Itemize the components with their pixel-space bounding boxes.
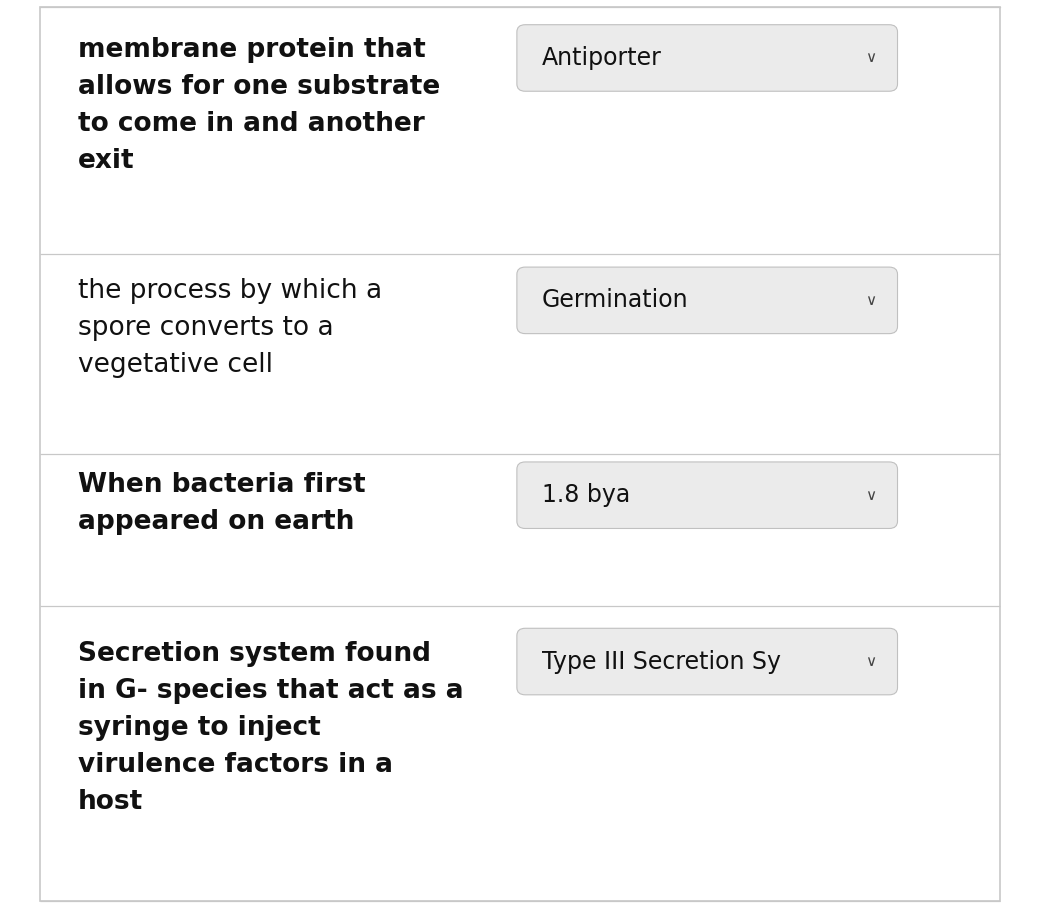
- Text: 1.8 bya: 1.8 bya: [542, 483, 630, 508]
- Text: When bacteria first
appeared on earth: When bacteria first appeared on earth: [78, 472, 366, 535]
- Text: Secretion system found
in G- species that act as a
syringe to inject
virulence f: Secretion system found in G- species tha…: [78, 641, 464, 815]
- Text: the process by which a
spore converts to a
vegetative cell: the process by which a spore converts to…: [78, 279, 382, 379]
- Text: ∨: ∨: [865, 51, 876, 65]
- FancyBboxPatch shape: [517, 628, 898, 695]
- Text: ∨: ∨: [865, 488, 876, 503]
- FancyBboxPatch shape: [517, 25, 898, 91]
- FancyBboxPatch shape: [517, 462, 898, 528]
- Text: Antiporter: Antiporter: [542, 46, 661, 70]
- Text: Type III Secretion Sy: Type III Secretion Sy: [542, 649, 781, 674]
- Text: Germination: Germination: [542, 289, 688, 312]
- FancyBboxPatch shape: [40, 7, 1000, 901]
- Text: membrane protein that
allows for one substrate
to come in and another
exit: membrane protein that allows for one sub…: [78, 37, 440, 174]
- FancyBboxPatch shape: [517, 267, 898, 333]
- Text: ∨: ∨: [865, 654, 876, 669]
- Text: ∨: ∨: [865, 293, 876, 308]
